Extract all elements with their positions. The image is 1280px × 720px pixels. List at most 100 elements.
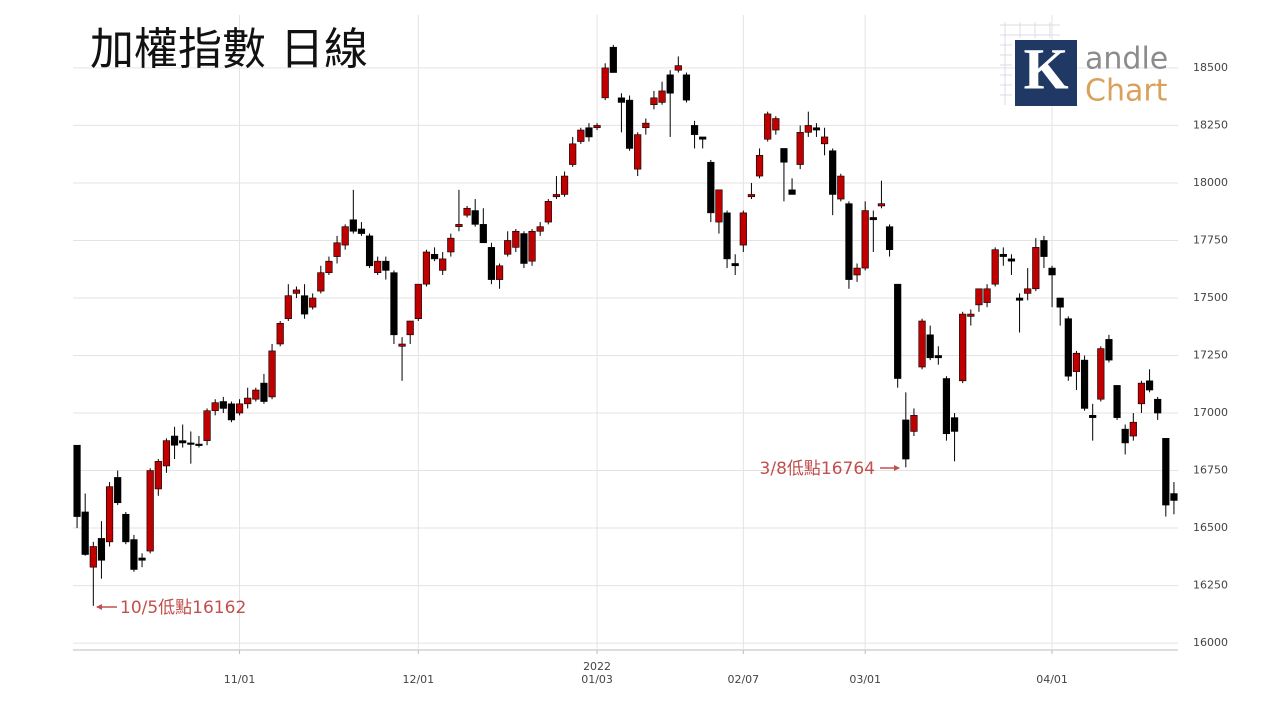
candle-body <box>219 401 227 409</box>
candle-body <box>739 212 747 246</box>
candle-body <box>382 260 390 271</box>
candle-body <box>97 538 106 561</box>
candle-body <box>975 288 983 306</box>
candle-body <box>999 253 1007 257</box>
candle-body <box>772 118 780 131</box>
candle-body <box>617 97 626 103</box>
y-tick-label: 16000 <box>1193 636 1228 649</box>
candle-body <box>910 415 918 432</box>
candle-body <box>138 557 146 561</box>
candle-body <box>950 417 959 432</box>
x-tick-label: 2022 01/03 <box>581 660 613 686</box>
candle-body <box>390 272 398 336</box>
logo: K andle Chart <box>1000 22 1168 109</box>
y-tick-label: 16250 <box>1193 579 1228 592</box>
candle-body <box>885 226 894 250</box>
candle-body <box>495 265 504 280</box>
candle-body <box>845 203 853 280</box>
candle-body <box>609 46 617 73</box>
candle-body <box>260 382 268 402</box>
candle-body <box>723 212 731 260</box>
candle-body <box>414 283 422 319</box>
candle-body <box>1137 382 1146 405</box>
logo-grid <box>1000 22 1060 105</box>
candle-body <box>967 313 975 317</box>
candle-body <box>1129 421 1137 437</box>
candle-body <box>634 134 642 170</box>
candle-body <box>227 403 236 421</box>
candle-body <box>764 113 772 140</box>
candle-body <box>430 253 439 260</box>
candle-body <box>926 334 934 359</box>
candle-body <box>398 343 406 347</box>
candle-body <box>682 74 691 101</box>
candle-body <box>317 272 325 292</box>
candle-body <box>536 226 544 232</box>
candle-body <box>780 148 788 163</box>
candle-body <box>512 230 520 248</box>
candle-body <box>365 235 374 267</box>
candle-body <box>292 289 301 294</box>
candle-body <box>731 263 739 267</box>
candle-body <box>1089 415 1097 418</box>
candle-body <box>357 228 366 234</box>
candle-body <box>593 125 601 129</box>
candle-body <box>122 513 130 543</box>
candle-body <box>755 155 764 177</box>
candle-body <box>455 224 463 227</box>
candle-body <box>235 403 244 414</box>
y-tick-label: 18000 <box>1193 176 1228 189</box>
candle-body <box>422 251 431 285</box>
candle-body <box>447 237 455 253</box>
candle-body <box>877 203 886 207</box>
candle-body <box>829 150 837 195</box>
candle-body <box>179 440 187 444</box>
candle-body <box>1080 359 1089 409</box>
candle-body <box>894 283 902 379</box>
candle-body <box>284 295 292 319</box>
candle-body <box>1170 493 1178 501</box>
candle-body <box>804 125 812 133</box>
candle-body <box>1024 288 1032 294</box>
candle-body <box>300 295 309 315</box>
candle-body <box>520 233 528 264</box>
candle-body <box>1040 240 1048 257</box>
candle-body <box>487 247 496 280</box>
candle-body <box>130 539 138 570</box>
candle-body <box>439 258 447 271</box>
candle-body <box>1048 267 1056 276</box>
candle-body <box>820 136 829 145</box>
candle-body <box>837 175 845 200</box>
candle-body <box>812 127 821 131</box>
candle-body <box>146 470 154 552</box>
y-tick-label: 17000 <box>1193 406 1228 419</box>
annotation: 10/5低點16162 <box>120 598 246 618</box>
candle-body <box>658 90 666 103</box>
annotation-arrowhead <box>96 604 102 610</box>
candle-body <box>187 442 195 445</box>
candle-body <box>544 201 552 223</box>
candle-body <box>690 125 699 135</box>
candle-body <box>504 240 512 255</box>
candle-body <box>309 297 317 308</box>
candle-body <box>349 219 357 232</box>
x-tick-label: 11/01 <box>223 673 256 686</box>
candle-body <box>406 320 414 336</box>
candle-body <box>902 419 910 460</box>
candle-body <box>252 389 260 400</box>
x-tick-label: 12/01 <box>402 673 435 686</box>
candle-body <box>1032 247 1040 290</box>
y-tick-label: 16750 <box>1193 464 1228 477</box>
candle-body <box>585 127 593 138</box>
candle-body <box>463 207 471 216</box>
candle-body <box>747 194 756 198</box>
candle-body <box>869 217 877 221</box>
candle-body <box>642 122 650 129</box>
candle-body <box>934 355 942 359</box>
candle-body <box>918 320 926 368</box>
candle-body <box>674 65 682 71</box>
candle-body <box>1015 297 1024 301</box>
candle-body <box>203 410 211 441</box>
candle-body <box>577 129 585 142</box>
